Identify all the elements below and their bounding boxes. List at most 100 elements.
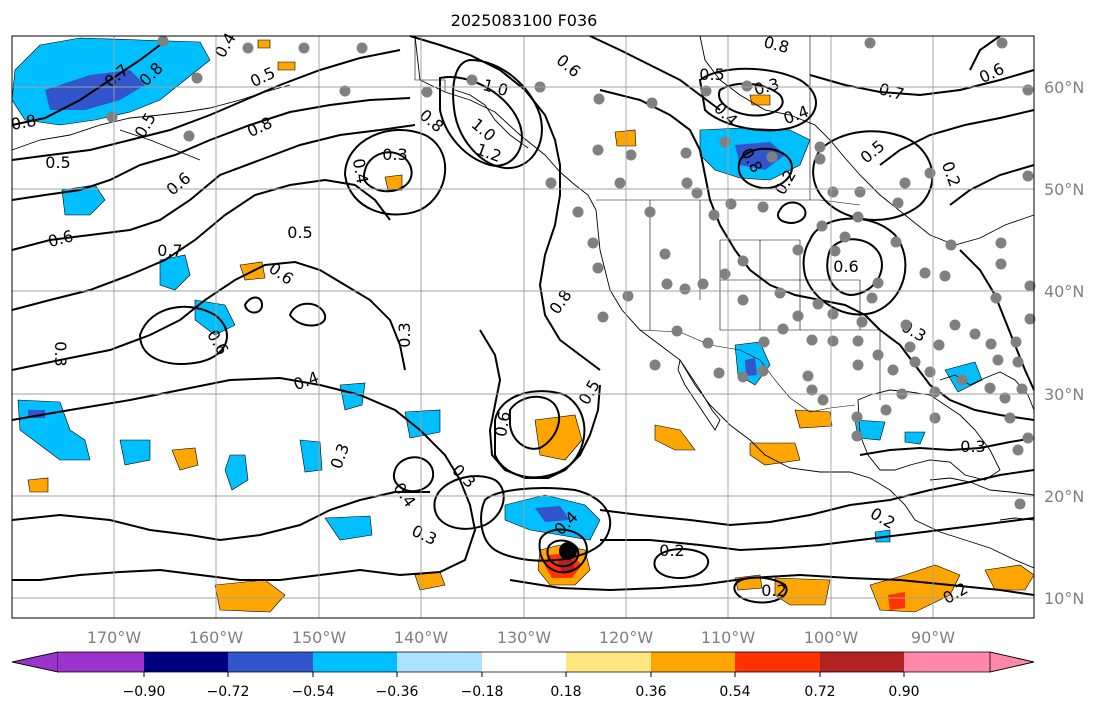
- shade-orange-pac-n: [277, 61, 296, 71]
- station-marker: [872, 349, 884, 361]
- station-marker: [597, 311, 609, 323]
- coastlines: [11, 35, 1035, 569]
- station-marker: [680, 147, 692, 159]
- station-marker: [827, 335, 839, 347]
- station-marker: [545, 177, 557, 189]
- station-marker: [697, 278, 709, 290]
- shade-orange-mexico-2: [749, 442, 801, 466]
- station-marker: [1004, 412, 1016, 424]
- station-marker: [827, 186, 839, 198]
- contour-label: 0.8: [9, 111, 37, 134]
- station-marker: [592, 262, 604, 274]
- lat-label: 10°N: [1044, 589, 1084, 608]
- colorbar-outline: [11, 651, 1035, 673]
- station-marker: [990, 292, 1002, 304]
- station-marker: [851, 411, 863, 423]
- station-marker: [625, 149, 637, 161]
- shade-hurricane-north-core: [535, 506, 570, 522]
- station-marker: [900, 319, 912, 331]
- shade-red-caribbean: [888, 592, 905, 610]
- lon-label: 120°W: [599, 628, 654, 647]
- station-marker: [691, 187, 703, 199]
- colorbar-tick-label: 0.36: [635, 684, 666, 700]
- station-marker: [1014, 498, 1026, 510]
- station-marker: [890, 236, 902, 248]
- colorbar-tick-label: −0.36: [376, 684, 419, 700]
- contour-label: 0.3: [51, 341, 70, 366]
- station-marker: [880, 404, 892, 416]
- station-marker: [719, 268, 731, 280]
- station-marker: [671, 325, 683, 337]
- station-marker: [899, 177, 911, 189]
- lon-label: 150°W: [292, 628, 347, 647]
- station-marker: [1016, 383, 1028, 395]
- contour-label: 0.6: [833, 257, 858, 276]
- lat-label: 60°N: [1044, 78, 1084, 97]
- station-marker: [864, 37, 876, 49]
- contour-label: 0.2: [659, 541, 684, 560]
- colorbar-swatch: [651, 652, 735, 672]
- colorbar-tick-label: −0.18: [461, 684, 504, 700]
- shade-gulf-2: [904, 431, 926, 445]
- station-marker: [792, 310, 804, 322]
- station-marker: [806, 334, 818, 346]
- station-marker: [985, 338, 997, 350]
- shade-orange-mexico: [654, 424, 696, 451]
- contour-label: 0.5: [45, 153, 70, 172]
- colorbar-swatch: [313, 652, 397, 672]
- station-marker: [644, 206, 656, 218]
- station-marker: [924, 366, 936, 378]
- shade-orange-pac-sw: [171, 447, 199, 471]
- station-marker: [792, 244, 804, 256]
- colorbar-swatch: [144, 652, 228, 672]
- contour-label: 0.4: [349, 157, 372, 185]
- station-marker: [708, 209, 720, 221]
- shade-sw-pac-1: [119, 439, 151, 466]
- station-marker: [702, 337, 714, 349]
- contour-label: 0.3: [960, 437, 985, 456]
- figure-title: 2025083100 F036: [451, 11, 598, 30]
- shade-baja-west-core: [745, 358, 757, 376]
- station-marker: [766, 151, 778, 163]
- station-marker: [1022, 432, 1034, 444]
- map-panel: 0.7 0.8 0.5 0.5 0.4 0.6 0.8 0.7 0.5 0.6 …: [9, 29, 1036, 619]
- station-marker: [1022, 170, 1034, 182]
- station-marker: [679, 283, 691, 295]
- station-marker: [872, 277, 884, 289]
- lon-label: 100°W: [804, 628, 859, 647]
- lon-label: 90°W: [911, 628, 955, 647]
- station-marker: [466, 74, 478, 86]
- longitude-labels: 170°W 160°W 150°W 140°W 130°W 120°W 110°…: [87, 628, 955, 647]
- station-marker: [839, 231, 851, 243]
- station-marker: [802, 370, 814, 382]
- station-marker: [681, 177, 693, 189]
- shade-orange-mid: [384, 174, 403, 191]
- station-marker: [816, 220, 828, 232]
- station-marker: [945, 239, 957, 251]
- station-marker: [572, 206, 584, 218]
- station-marker: [984, 382, 996, 394]
- station-marker: [892, 197, 904, 209]
- station-marker: [969, 328, 981, 340]
- station-marker: [919, 267, 931, 279]
- colorbar-tick-label: −0.54: [292, 684, 335, 700]
- station-marker: [741, 80, 753, 92]
- colorbar-tick-label: 0.54: [719, 684, 750, 700]
- station-marker: [725, 198, 737, 210]
- station-marker: [992, 354, 1004, 366]
- station-marker: [614, 177, 626, 189]
- shade-mid-25: [404, 409, 441, 439]
- station-marker: [713, 367, 725, 379]
- colorbar-swatch: [397, 652, 482, 672]
- lon-label: 170°W: [87, 628, 142, 647]
- shade-sw-pac-2: [224, 454, 249, 491]
- lat-label: 20°N: [1044, 487, 1084, 506]
- colorbar: −0.90 −0.72 −0.54 −0.36 −0.18 0.18 0.36 …: [11, 651, 1035, 700]
- colorbar-ticks: [143, 672, 905, 677]
- station-marker: [758, 336, 770, 348]
- colorbar-tick-label: 0.90: [888, 684, 919, 700]
- colorbar-swatch: [735, 652, 820, 672]
- station-marker: [737, 371, 749, 383]
- colorbar-swatch: [904, 652, 990, 672]
